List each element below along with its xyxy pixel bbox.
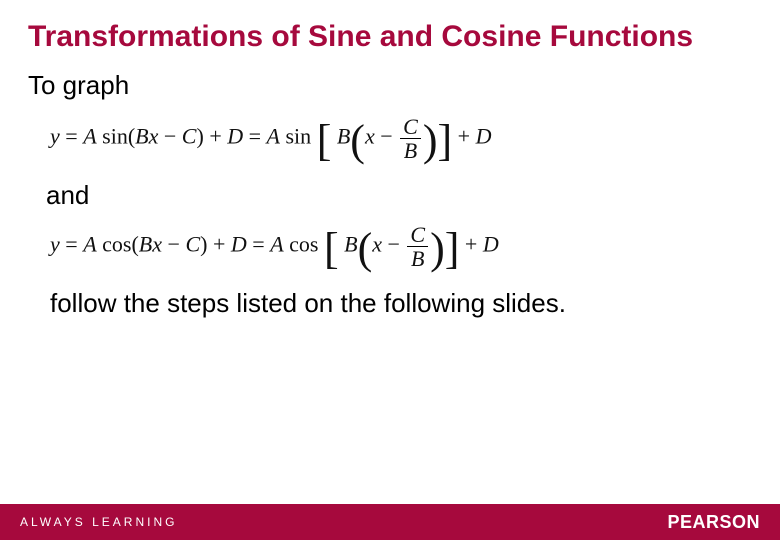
frac-den: B bbox=[407, 247, 428, 270]
left-paren: ( bbox=[131, 231, 138, 256]
var-d: D bbox=[231, 231, 247, 256]
var-c: C bbox=[182, 123, 197, 148]
op-minus: − bbox=[162, 231, 185, 256]
lead-text: To graph bbox=[28, 70, 752, 101]
var-a: A bbox=[83, 231, 96, 256]
var-a2: A bbox=[267, 123, 280, 148]
var-x: x bbox=[152, 231, 162, 256]
and-text: and bbox=[46, 180, 752, 211]
var-d2: D bbox=[483, 231, 499, 256]
slide-body: To graph y = A sin(Bx − C) + D = A sin [… bbox=[0, 66, 780, 319]
op-plus: + bbox=[207, 231, 230, 256]
frac-num: C bbox=[407, 223, 428, 247]
var-b2: B bbox=[337, 123, 350, 148]
op-minus: − bbox=[158, 123, 181, 148]
var-x2: x bbox=[365, 123, 375, 148]
footer-tagline: ALWAYS LEARNING bbox=[20, 515, 177, 529]
var-a2: A bbox=[270, 231, 283, 256]
op-eq2: = bbox=[247, 231, 270, 256]
slide-footer: ALWAYS LEARNING PEARSON bbox=[0, 504, 780, 540]
slide: Transformations of Sine and Cosine Funct… bbox=[0, 0, 780, 540]
frac-den: B bbox=[400, 139, 421, 162]
var-d: D bbox=[227, 123, 243, 148]
op-eq2: = bbox=[243, 123, 266, 148]
fn-cos2: cos bbox=[289, 231, 318, 256]
var-y: y bbox=[50, 231, 60, 256]
slide-title: Transformations of Sine and Cosine Funct… bbox=[0, 0, 780, 66]
op-minus2: − bbox=[375, 123, 398, 148]
var-y: y bbox=[50, 123, 60, 148]
footer-brand: PEARSON bbox=[667, 512, 760, 533]
op-minus2: − bbox=[382, 231, 405, 256]
var-x: x bbox=[149, 123, 159, 148]
fraction-cb: CB bbox=[400, 115, 421, 162]
var-x2: x bbox=[372, 231, 382, 256]
op-plus2: + bbox=[452, 123, 475, 148]
fraction-cb: CB bbox=[407, 223, 428, 270]
formula-sine: y = A sin(Bx − C) + D = A sin [ B(x − CB… bbox=[50, 115, 752, 162]
var-c: C bbox=[185, 231, 200, 256]
formula-cosine: y = A cos(Bx − C) + D = A cos [ B(x − CB… bbox=[50, 223, 752, 270]
var-a: A bbox=[83, 123, 96, 148]
op-plus: + bbox=[204, 123, 227, 148]
op-plus2: + bbox=[459, 231, 482, 256]
right-paren: ) bbox=[196, 123, 203, 148]
fn-sin2: sin bbox=[286, 123, 312, 148]
var-b2: B bbox=[344, 231, 357, 256]
var-d2: D bbox=[476, 123, 492, 148]
var-b: B bbox=[135, 123, 148, 148]
var-b: B bbox=[139, 231, 152, 256]
fn-cos: cos bbox=[102, 231, 131, 256]
fn-sin: sin bbox=[102, 123, 128, 148]
frac-num: C bbox=[400, 115, 421, 139]
op-eq: = bbox=[60, 123, 83, 148]
op-eq: = bbox=[60, 231, 83, 256]
closing-text: follow the steps listed on the following… bbox=[50, 288, 752, 319]
